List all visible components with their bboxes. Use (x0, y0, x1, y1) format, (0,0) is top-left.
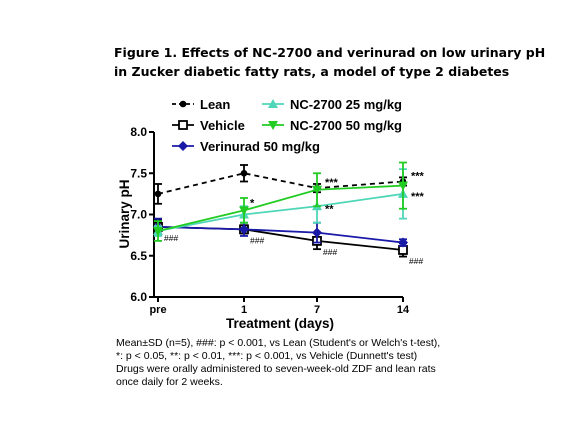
data-point (239, 206, 249, 216)
data-point (153, 227, 163, 236)
x-axis-label: Treatment (days) (226, 316, 334, 331)
series-line (157, 192, 404, 232)
series-line (157, 172, 404, 195)
significance-label: ### (250, 235, 264, 245)
significance-label: *** (411, 171, 425, 183)
significance-label: ### (323, 247, 337, 257)
y-tick-label: 7.0 (130, 208, 147, 222)
figure-footnote: Mean±SD (n=5), ###: p < 0.001, vs Lean (… (116, 337, 536, 389)
legend-entry: Lean (172, 97, 230, 112)
legend-entry: Vehicle (172, 118, 245, 133)
significance-label: * (250, 197, 255, 209)
data-point (312, 227, 322, 238)
legend-label: NC-2700 50 mg/kg (290, 118, 402, 133)
legend-entry: NC-2700 25 mg/kg (262, 97, 402, 112)
footnote-line-1: Mean±SD (n=5), ###: p < 0.001, vs Lean (… (116, 337, 441, 349)
footnote-line-2: *: p < 0.05, **: p < 0.01, ***: p < 0.00… (116, 350, 418, 362)
legend-label: Verinurad 50 mg/kg (200, 139, 320, 154)
data-point (240, 169, 248, 177)
y-tick-label: 6.0 (130, 290, 147, 304)
data-point (179, 100, 187, 108)
significance-label: *** (411, 191, 425, 203)
data-point (312, 185, 322, 195)
significance-label: *** (325, 177, 339, 189)
significance-label: ### (409, 256, 423, 266)
series-nc-2700-50-mg-kg: * (153, 161, 408, 242)
figure-title-line-1: Figure 1. Effects of NC-2700 and verinur… (114, 45, 546, 60)
significance-label: ### (164, 233, 178, 243)
figure-title: Figure 1. Effects of NC-2700 and verinur… (114, 43, 554, 81)
chart-series: ### #########************ (153, 161, 425, 266)
legend-entry: NC-2700 50 mg/kg (262, 118, 402, 133)
footnote-line-3: Drugs were orally administered to seven-… (116, 363, 436, 375)
y-axis-label: Urinary pH (117, 179, 132, 248)
series-nc-2700-25-mg-kg: ***** (153, 168, 425, 237)
x-tick-label: 1 (241, 304, 247, 316)
x-tick-label: 14 (397, 304, 410, 316)
y-tick-label: 7.5 (130, 166, 147, 180)
significance-label: ** (325, 203, 334, 215)
footnote-line-4: once daily for 2 weeks. (116, 376, 223, 388)
data-point (239, 224, 249, 235)
y-tick-label: 8.0 (130, 125, 147, 139)
data-point (398, 181, 408, 191)
data-point (178, 141, 188, 151)
legend-label: Lean (200, 97, 230, 112)
y-tick-label: 6.5 (130, 249, 147, 263)
data-point (178, 120, 188, 130)
data-point (268, 99, 278, 108)
chart-legend: Lean Vehicle Verinurad 50 mg/kg NC-2700 25 … (172, 97, 402, 154)
data-point (268, 121, 278, 130)
series-line (157, 184, 404, 232)
legend-label: NC-2700 25 mg/kg (290, 97, 402, 112)
data-point (398, 237, 408, 248)
chart-axes: 6.0 6.5 7.0 7.5 8.0 pre 1 7 14 Treatment (days) Ur… (117, 125, 410, 331)
series-line (157, 225, 404, 244)
x-tick-label: pre (149, 304, 166, 316)
legend-entry: Verinurad 50 mg/kg (172, 139, 320, 154)
x-tick-label: 7 (314, 304, 320, 316)
figure-title-line-2: in Zucker diabetic fatty rats, a model o… (114, 64, 510, 79)
data-point (154, 190, 162, 198)
legend-label: Vehicle (200, 118, 245, 133)
